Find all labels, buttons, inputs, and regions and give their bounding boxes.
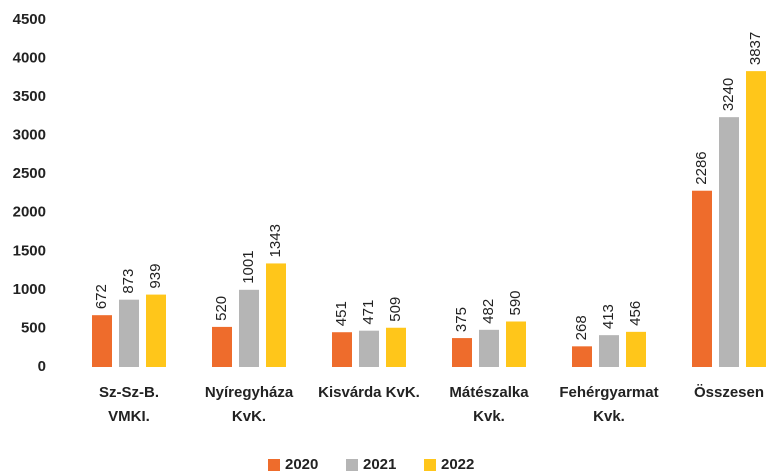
data-label: 2286	[693, 151, 710, 184]
bar	[506, 321, 526, 367]
x-tick-label: Kvk.	[473, 408, 505, 425]
y-tick-label: 1500	[13, 242, 46, 259]
data-label: 509	[387, 297, 404, 322]
bar	[212, 326, 232, 367]
data-label: 672	[93, 284, 110, 309]
y-tick-label: 2000	[13, 204, 46, 221]
bar	[119, 299, 139, 367]
data-label: 482	[480, 299, 497, 324]
bar	[332, 332, 352, 367]
bar	[692, 190, 712, 367]
bar	[479, 329, 499, 367]
legend-label: 2022	[441, 456, 474, 473]
y-tick-label: 1000	[13, 281, 46, 298]
bar	[266, 263, 286, 367]
x-tick-label: Mátészalka	[449, 384, 529, 401]
data-label: 456	[627, 301, 644, 326]
data-label: 1343	[267, 224, 284, 257]
data-label: 471	[360, 300, 377, 325]
bar	[146, 294, 166, 367]
x-tick-label: Sz-Sz-B.	[99, 384, 159, 401]
bar	[719, 117, 739, 367]
x-tick-label: VMKI.	[108, 408, 150, 425]
data-label: 375	[453, 307, 470, 332]
legend-swatch	[346, 459, 358, 471]
y-tick-label: 3000	[13, 127, 46, 144]
x-tick-label: Kvk.	[593, 408, 625, 425]
data-label: 1001	[240, 250, 257, 283]
y-tick-label: 4000	[13, 50, 46, 67]
bar	[359, 330, 379, 367]
data-label: 939	[147, 264, 164, 289]
x-tick-label: Kisvárda KvK.	[318, 384, 420, 401]
data-label: 413	[600, 304, 617, 329]
data-label: 268	[573, 315, 590, 340]
x-tick-label: Fehérgyarmat	[559, 384, 658, 401]
y-tick-label: 0	[38, 358, 46, 375]
y-tick-label: 2500	[13, 165, 46, 182]
x-tick-label: KvK.	[232, 408, 266, 425]
bar	[746, 71, 766, 367]
data-label: 3240	[720, 78, 737, 111]
bar	[572, 346, 592, 367]
x-tick-label: Összesen	[694, 384, 764, 401]
bar	[599, 335, 619, 367]
x-tick-label: Nyíregyháza	[205, 384, 294, 401]
legend-label: 2021	[363, 456, 396, 473]
data-label: 590	[507, 290, 524, 315]
legend-label: 2020	[285, 456, 318, 473]
y-tick-label: 4500	[13, 11, 46, 28]
bar	[386, 327, 406, 367]
bar	[626, 331, 646, 367]
bar	[239, 289, 259, 367]
data-label: 3837	[747, 32, 764, 65]
bar	[92, 315, 112, 367]
legend-swatch	[268, 459, 280, 471]
data-label: 873	[120, 269, 137, 294]
legend-swatch	[424, 459, 436, 471]
y-tick-label: 3500	[13, 88, 46, 105]
data-label: 451	[333, 301, 350, 326]
data-label: 520	[213, 296, 230, 321]
bar	[452, 338, 472, 367]
y-tick-label: 500	[21, 319, 46, 336]
